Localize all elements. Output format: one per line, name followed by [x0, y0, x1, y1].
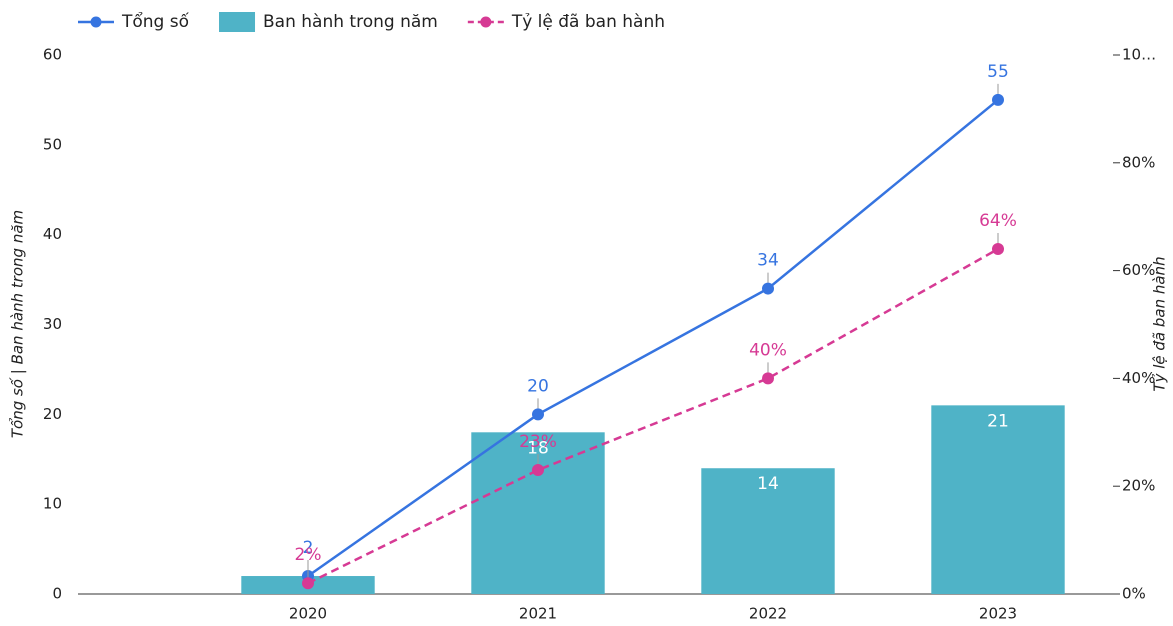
y-tick-label: 0 [52, 585, 62, 603]
y-tick-label: 40 [43, 225, 62, 243]
y-axis-title: Tổng số | Ban hành trong năm [9, 210, 27, 438]
y-tick-label: 10 [43, 495, 62, 513]
legend-label: Ban hành trong năm [263, 12, 438, 32]
y2-axis-title: Tỷ lệ đã ban hành [1151, 256, 1169, 391]
bar-label: 21 [987, 411, 1009, 431]
x-tick-label: 2022 [749, 605, 787, 623]
legend-label: Tổng số [121, 11, 190, 32]
legend-dot [90, 16, 102, 28]
bar [701, 468, 835, 594]
line [307, 98, 999, 578]
point [762, 282, 774, 295]
y2-tick-label: 20% [1122, 477, 1155, 495]
y-tick-label: 50 [43, 135, 62, 153]
point-label: 40% [749, 340, 787, 360]
legend-swatch [219, 12, 256, 32]
point [532, 408, 544, 421]
bar-label: 14 [757, 474, 779, 494]
bar [931, 405, 1065, 594]
y2-tick-label: 40% [1122, 369, 1155, 387]
legend-dot [480, 16, 492, 28]
point [762, 372, 774, 385]
y2-tick-label: 10… [1122, 46, 1156, 64]
x-tick-label: 2020 [289, 605, 327, 623]
point-label: 20 [527, 376, 549, 396]
point [992, 243, 1004, 256]
y-tick-label: 60 [43, 46, 62, 64]
line [307, 247, 999, 585]
y2-tick-label: 0% [1122, 585, 1146, 603]
y-tick-label: 30 [43, 315, 62, 333]
point-label: 2% [295, 545, 322, 565]
x-tick-label: 2023 [979, 605, 1017, 623]
y-tick-label: 20 [43, 405, 62, 423]
bar-label: 18 [527, 438, 549, 458]
point-label: 55 [987, 62, 1009, 82]
point-label: 34 [757, 251, 779, 271]
point [992, 93, 1004, 106]
y2-tick-label: 60% [1122, 261, 1155, 279]
x-tick-label: 2021 [519, 605, 557, 623]
point-label: 2 [303, 538, 314, 558]
legend-label: Tỷ lệ đã ban hành [511, 12, 665, 32]
y2-tick-label: 80% [1122, 153, 1155, 171]
point [532, 464, 544, 477]
point-label: 64% [979, 211, 1017, 231]
point-label: 23% [519, 432, 557, 452]
point [302, 577, 314, 590]
